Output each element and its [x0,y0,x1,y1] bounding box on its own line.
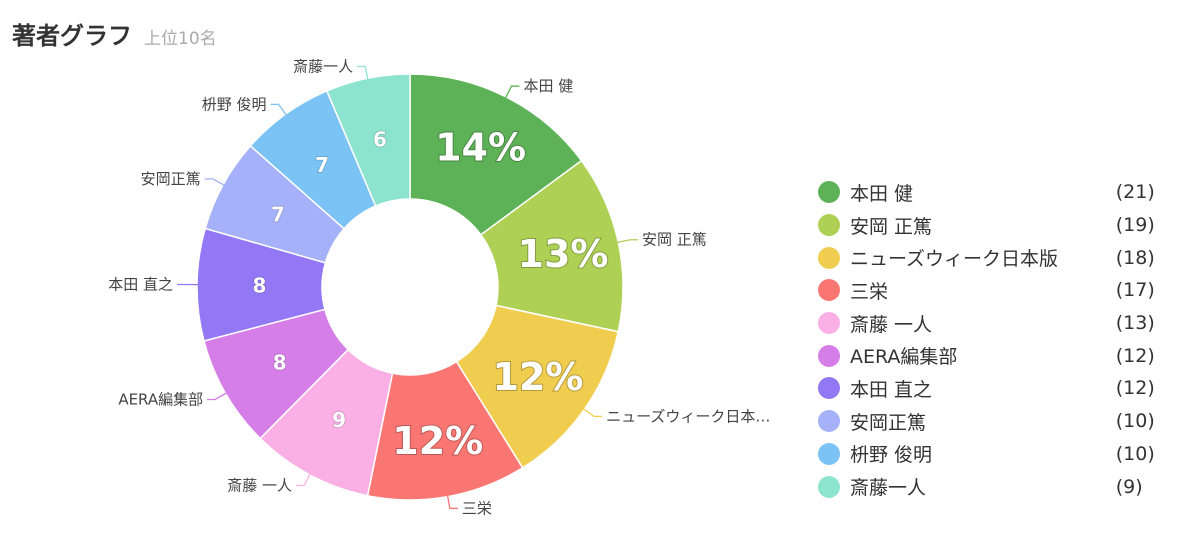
label-leader-line [504,85,520,99]
slice-value-label: 12% [392,419,483,463]
legend-label: 本田 直之 [850,378,933,401]
label-leader-line [204,178,226,187]
chart-subtitle: 上位10名 [144,29,217,49]
legend-color-dot [818,279,840,302]
legend-count: (12) [1115,377,1155,400]
donut-slice[interactable] [409,73,583,236]
legend-count: (13) [1115,312,1155,335]
legend-label: 三栄 [850,280,889,303]
legend-count: (19) [1115,214,1155,237]
legend-count: (18) [1115,246,1155,269]
legend-color-dot [818,344,840,367]
donut-chart: 14% 本田 健 13% 安岡 正篤 12% ニューズウィーク日本… 12% 三栄 9 斎藤 一人… [108,58,770,518]
legend-color-dot [818,214,840,237]
slice-value-label: 12% [493,355,584,399]
slice-outer-label: 安岡 正篤 [642,231,707,249]
slice-outer-label: 本田 健 [523,77,573,95]
legend-label: 枡野 俊明 [850,444,933,467]
legend-color-dot [818,312,840,335]
legend-color-dot [818,246,840,269]
slice-value-label: 8 [273,350,287,374]
slice-outer-label: AERA編集部 [118,391,203,409]
legend-item[interactable]: 本田 健 (21) [818,176,1158,209]
donut-slice[interactable] [455,304,620,469]
slice-value-label: 13% [518,232,609,276]
slice-outer-label: 安岡正篤 [141,170,201,188]
label-leader-line [357,65,369,81]
legend-item[interactable]: 斎藤一人 (9) [818,470,1158,503]
legend-item[interactable]: 本田 直之 (12) [818,372,1158,405]
legend-item[interactable]: 枡野 俊明 (10) [818,438,1158,471]
slice-outer-label: 三栄 [462,499,492,517]
label-leader-line [582,407,603,418]
slice-outer-label: 本田 直之 [108,275,173,293]
legend-count: (21) [1115,181,1155,204]
slice-outer-label: 斎藤 一人 [227,477,292,495]
legend-count: (10) [1115,410,1155,433]
legend-label: AERA編集部 [850,346,958,369]
label-leader-line [446,494,458,510]
chart-header: 著者グラフ 上位10名 [12,16,217,52]
legend-item[interactable]: 安岡正篤 (10) [818,405,1158,438]
slice-value-label: 7 [315,153,329,177]
label-leader-line [616,239,638,244]
legend-label: 安岡正篤 [850,411,927,434]
legend-item[interactable]: 三栄 (17) [818,274,1158,307]
slice-value-label: 8 [253,273,267,297]
legend-item[interactable]: 安岡 正篤 (19) [818,209,1158,242]
slice-value-label: 14% [435,125,526,169]
label-leader-line [296,472,312,487]
slice-value-label: 9 [332,408,346,432]
legend-color-dot [818,410,840,433]
legend-color-dot [818,442,840,465]
slice-outer-label: 斎藤一人 [293,58,353,76]
legend-label: 本田 健 [850,182,914,205]
legend-count: (12) [1115,344,1155,367]
label-leader-line [270,103,288,117]
donut-slice[interactable] [366,360,524,501]
legend-label: 斎藤 一人 [850,313,933,336]
legend-label: 安岡 正篤 [850,215,933,238]
chart-title: 著者グラフ [12,22,132,50]
legend-color-dot [818,475,840,498]
legend-label: 斎藤一人 [850,477,927,500]
slice-outer-label: 枡野 俊明 [202,95,267,113]
chart-legend: 本田 健 (21) 安岡 正篤 (19) ニューズウィーク日本版 (18) 三栄 (17) 斎藤… [818,176,1158,503]
legend-color-dot [818,377,840,400]
legend-count: (9) [1115,475,1143,498]
legend-color-dot [818,181,840,204]
legend-count: (17) [1115,279,1155,302]
slice-value-label: 6 [373,128,387,152]
slice-value-label: 7 [271,203,285,227]
donut-slice[interactable] [325,73,411,207]
legend-count: (10) [1115,442,1155,465]
legend-item[interactable]: ニューズウィーク日本版 (18) [818,241,1158,274]
legend-item[interactable]: 斎藤 一人 (13) [818,307,1158,340]
label-leader-line [207,391,228,401]
legend-item[interactable]: AERA編集部 (12) [818,339,1158,372]
legend-label: ニューズウィーク日本版 [850,248,1059,271]
donut-slice[interactable] [479,159,624,333]
slice-outer-label: ニューズウィーク日本… [606,407,770,425]
